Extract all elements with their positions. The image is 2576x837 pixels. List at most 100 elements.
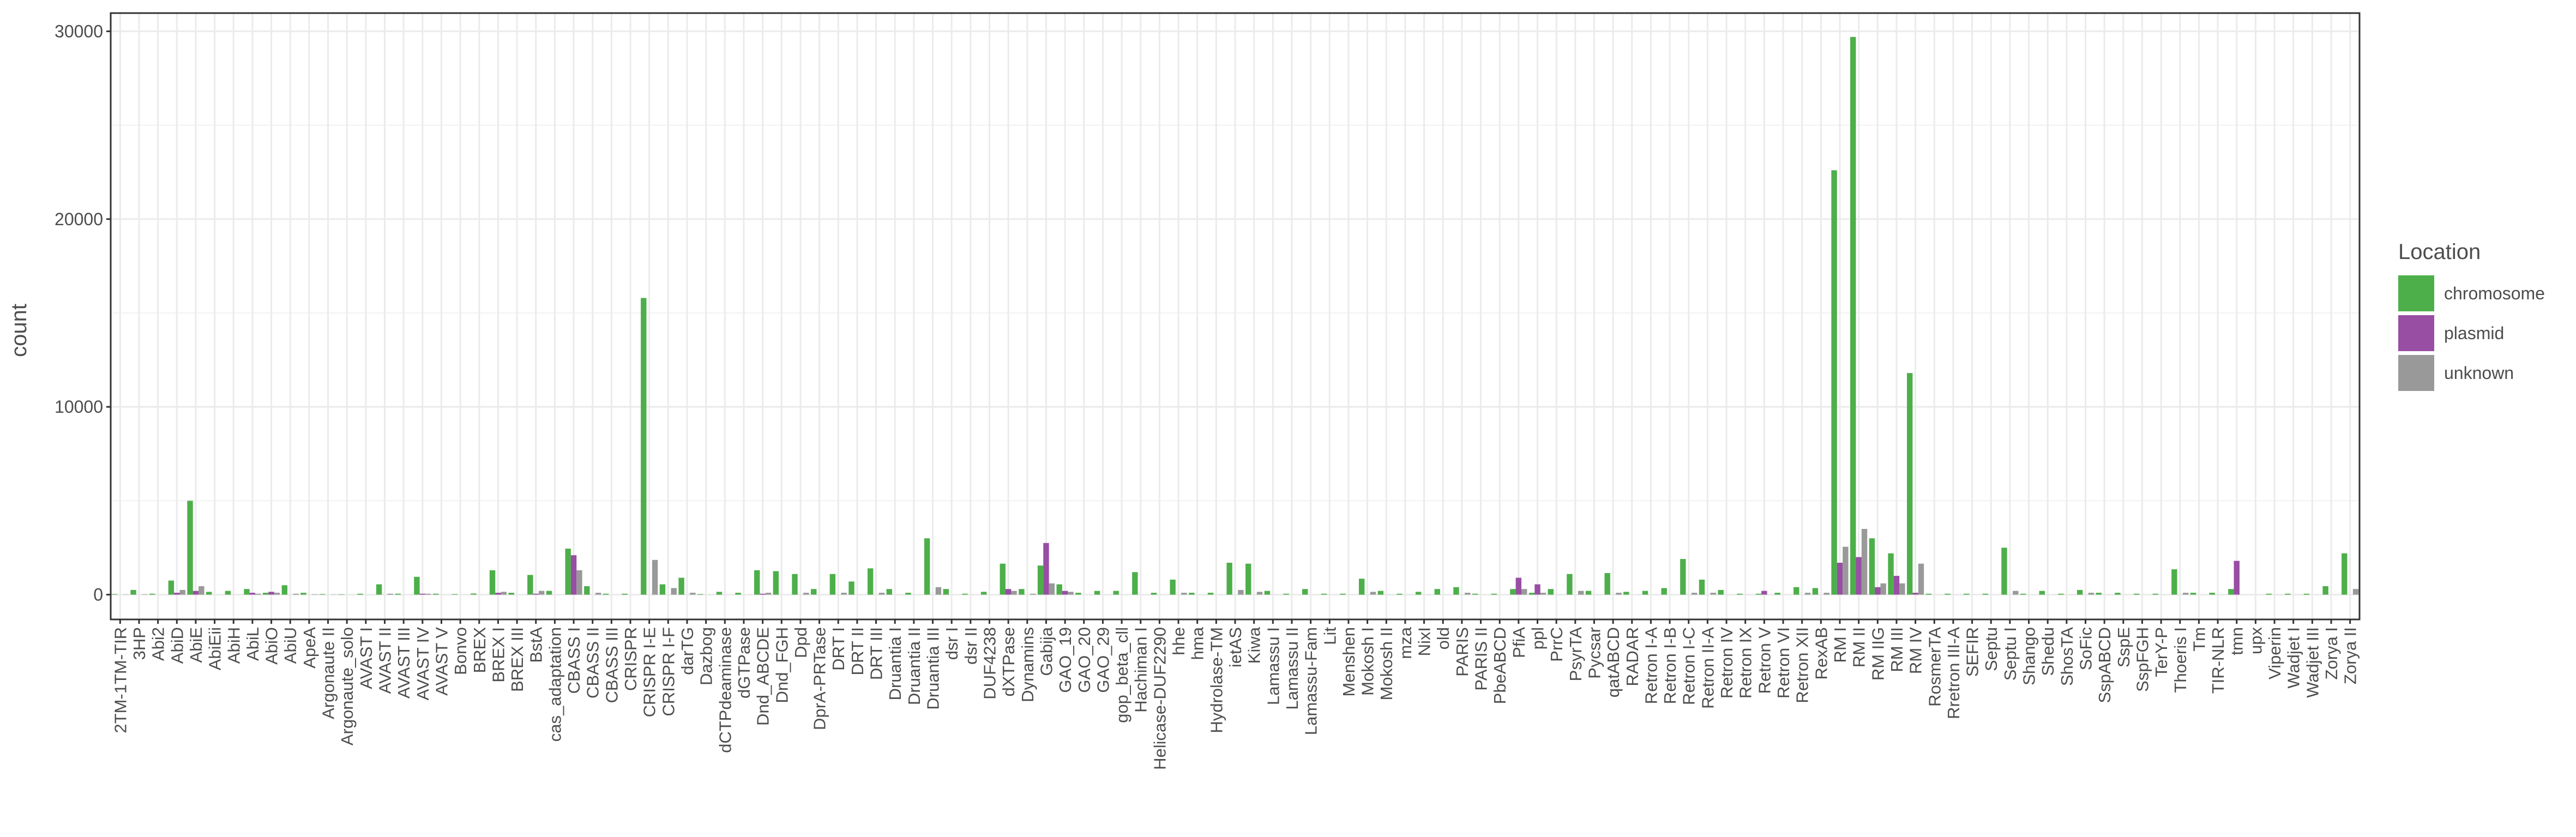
x-tick-label: Lamassu II [1283, 627, 1302, 710]
bar [622, 593, 628, 595]
x-tick-label: dGTPase [735, 627, 754, 698]
bar [1062, 591, 1068, 595]
bar [924, 538, 930, 595]
bar [2342, 553, 2348, 595]
bar [1578, 591, 1584, 595]
x-tick-label: AVAST I [357, 627, 376, 689]
x-tick-label: BREX [470, 627, 489, 673]
x-tick-label: RM II [1850, 627, 1869, 667]
bar [2228, 589, 2234, 595]
x-tick-label: PbeABCD [1490, 627, 1509, 704]
x-tick-label: DRT II [848, 627, 867, 675]
legend-label: unknown [2444, 363, 2514, 383]
bar [1037, 565, 1044, 595]
x-tick-label: gop_beta_cll [1112, 627, 1131, 723]
x-tick-label: GAO_19 [1056, 627, 1075, 693]
x-tick-label: DUF4238 [980, 627, 999, 700]
bar [274, 593, 280, 595]
x-tick-label: mza [1396, 627, 1415, 659]
bar [1888, 553, 1894, 595]
grid [111, 13, 2360, 619]
bar [1472, 593, 1478, 595]
bar [565, 549, 571, 595]
bar [2303, 593, 2310, 595]
bar [168, 580, 174, 595]
x-tick-label: TerY-P [2152, 627, 2171, 677]
bar [1856, 557, 1862, 595]
x-tick-label: RM IV [1906, 627, 1925, 674]
bar [2182, 593, 2189, 595]
legend-key [2398, 315, 2434, 351]
bar [1793, 587, 1799, 595]
x-tick-label: Dpd [791, 627, 810, 658]
x-tick-label: 2TM-1TM-TIR [111, 627, 130, 733]
bar [538, 591, 545, 595]
bar [1680, 559, 1686, 595]
bar [1912, 593, 1918, 595]
bar [2115, 593, 2121, 595]
y-tick-label: 0 [93, 585, 103, 605]
x-tick-label: Viperin [2265, 627, 2284, 679]
bar [2190, 593, 2196, 595]
x-tick-label: AVAST IV [413, 627, 432, 701]
bar [1774, 593, 1780, 595]
bar [376, 584, 382, 595]
x-tick-label: Septu I [2001, 627, 2020, 681]
x-tick-label: AbiO [262, 627, 281, 665]
bar [2039, 591, 2045, 595]
bar [1256, 592, 1263, 595]
bar [1604, 573, 1610, 595]
bar [1377, 591, 1384, 595]
bar [1465, 593, 1471, 595]
bar [810, 589, 817, 595]
bar [1170, 579, 1176, 595]
x-tick-label: Lamassu-Fam [1302, 627, 1321, 735]
bar [2285, 593, 2291, 595]
bar [1893, 576, 1900, 595]
bar [2096, 593, 2102, 595]
bar [716, 592, 723, 595]
x-tick-label: CRISPR [621, 627, 640, 691]
bar [1623, 592, 1629, 595]
x-tick-label: Zorya II [2341, 627, 2360, 684]
x-tick-label: cas_adaptation [545, 627, 564, 742]
bar [1049, 583, 1055, 595]
bar [2152, 593, 2158, 595]
x-tick-label: AVAST III [394, 627, 413, 698]
x-tick-label: DprA-PRTase [810, 627, 829, 730]
bar [1945, 593, 1951, 595]
x-tick-label: PrrC [1547, 627, 1566, 662]
bar [1548, 589, 1554, 595]
x-tick-label: Abi2 [149, 627, 168, 661]
bar [387, 593, 394, 595]
bar [2171, 569, 2177, 595]
bar [1616, 593, 1622, 595]
x-tick-label: Septu [1982, 627, 2001, 671]
bar [1869, 538, 1875, 595]
x-tick-label: Dynamins [1018, 627, 1037, 702]
x-tick-label: DRT III [867, 627, 886, 680]
bar [281, 585, 288, 595]
bar [2266, 593, 2272, 595]
bars [111, 37, 2359, 595]
x-tick-label: hhe [1169, 627, 1188, 655]
bar [300, 593, 306, 595]
x-tick-label: ShosTA [2057, 627, 2077, 686]
x-tick-label: RM IIG [1868, 627, 1887, 681]
bar [867, 568, 874, 595]
bar [943, 589, 949, 595]
bar [425, 593, 431, 595]
x-tick-label: Gabija [1037, 627, 1056, 676]
bar [1567, 574, 1573, 595]
bar [338, 594, 344, 595]
bar [2322, 586, 2328, 595]
bar [206, 592, 212, 595]
bar [2088, 593, 2094, 595]
bar [1030, 593, 1036, 595]
bar [1515, 577, 1522, 595]
x-tick-label: dsr II [961, 627, 980, 665]
x-tick-label: AbiEii [206, 627, 225, 670]
bar [2020, 593, 2026, 595]
bar [595, 593, 601, 595]
